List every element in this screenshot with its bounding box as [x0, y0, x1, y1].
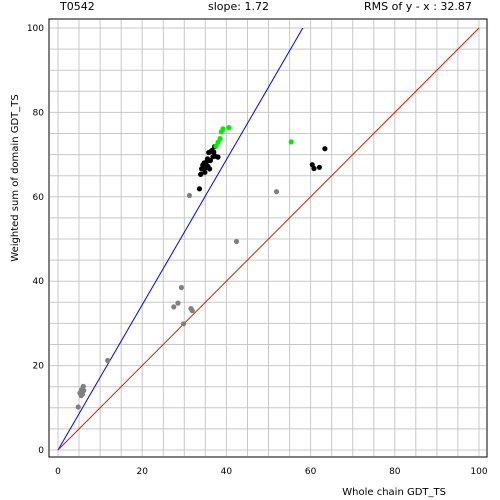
data-point: [78, 393, 84, 399]
data-point: [178, 284, 184, 291]
data-point: [81, 387, 87, 394]
data-point: [220, 126, 226, 132]
data-point: [171, 304, 177, 310]
x-tick-label: 40: [221, 467, 233, 477]
diagonal-line: [57, 27, 480, 451]
data-point: [226, 125, 232, 131]
data-point: [213, 143, 219, 149]
data-point: [175, 300, 181, 306]
data-point: [311, 165, 317, 172]
data-point: [196, 186, 203, 192]
rms-label: RMS of y - x : 32.87: [364, 0, 472, 13]
x-axis-title: Whole chain GDT_TS: [342, 487, 446, 498]
data-point: [217, 136, 223, 142]
reference-lines: [57, 27, 480, 451]
data-point: [207, 166, 213, 172]
y-tick-label: 0: [38, 446, 44, 456]
data-point: [211, 149, 217, 155]
data-point: [316, 164, 322, 170]
slope-line: [57, 27, 304, 451]
data-point: [186, 192, 192, 199]
data-point: [207, 157, 213, 164]
data-point: [105, 357, 111, 364]
data-point: [198, 171, 204, 177]
x-tick-label: 60: [305, 467, 317, 477]
y-tick-label: 80: [33, 108, 45, 118]
x-tick-label: 80: [389, 467, 401, 477]
data-points: [75, 125, 328, 410]
x-tick-label: 20: [136, 467, 148, 477]
data-point: [189, 308, 195, 314]
tick-labels: 0 20 40 60 80 100 0 20 40 60 80 100: [27, 24, 488, 477]
data-point: [322, 146, 328, 152]
data-point: [233, 238, 240, 245]
data-point: [288, 139, 294, 145]
x-tick-label: 100: [470, 467, 487, 477]
data-point: [75, 404, 81, 410]
slope-label: slope: 1.72: [208, 0, 269, 13]
y-tick-label: 100: [27, 24, 44, 34]
x-tick-label: 0: [55, 467, 61, 477]
data-point: [80, 383, 86, 389]
y-axis-title: Weighted sum of domain GDT_TS: [10, 94, 21, 261]
y-tick-label: 60: [33, 193, 45, 203]
data-point: [202, 169, 208, 175]
data-point: [273, 189, 280, 195]
y-tick-label: 20: [33, 362, 45, 372]
data-point: [180, 321, 187, 327]
data-point: [215, 139, 221, 145]
y-tick-label: 40: [33, 277, 45, 287]
target-id-label: T0542: [60, 0, 95, 13]
data-point: [215, 154, 221, 160]
grid: [50, 20, 486, 456]
